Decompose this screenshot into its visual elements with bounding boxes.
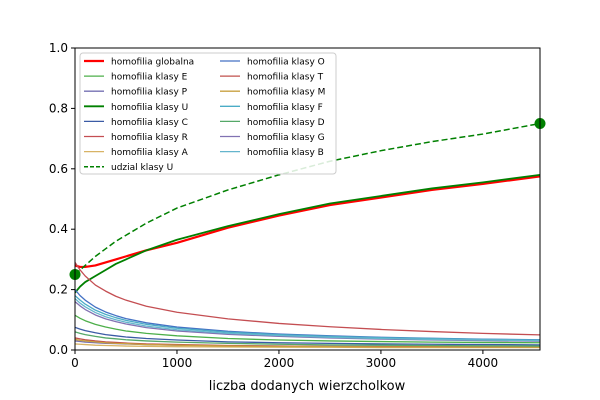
- x-tick-label: 4000: [468, 356, 499, 370]
- x-tick-label: 1000: [162, 356, 193, 370]
- x-axis-label: liczba dodanych wierzcholkow: [209, 379, 406, 394]
- legend-label-udzial-klasy-u: udzial klasy U: [111, 163, 173, 173]
- legend-label-homofilia-globalna: homofilia globalna: [111, 58, 194, 68]
- y-tick-label: 0.8: [49, 101, 68, 115]
- x-tick-label: 0: [71, 356, 79, 370]
- series-line-homofilia-klasy-u: [75, 173, 540, 294]
- series-line-homofilia-klasy-d: [75, 331, 540, 347]
- x-axis: 0 1000 2000 3000 4000: [71, 350, 498, 370]
- plot-area: [75, 122, 540, 349]
- x-tick-label: 3000: [366, 356, 397, 370]
- legend-frame: [79, 52, 337, 175]
- y-tick-label: 0.6: [49, 162, 68, 176]
- legend-label-homofilia-klasy-t: homofilia klasy T: [247, 73, 324, 83]
- y-axis: 0.0 0.2 0.4 0.6 0.8 1.0: [49, 41, 75, 357]
- legend-label-homofilia-klasy-m: homofilia klasy M: [247, 88, 325, 98]
- y-tick-label: 0.4: [49, 222, 68, 236]
- legend-label-homofilia-klasy-g: homofilia klasy G: [247, 133, 325, 143]
- legend-label-homofilia-klasy-u: homofilia klasy U: [111, 103, 188, 113]
- y-tick-label: 1.0: [49, 41, 68, 55]
- legend: homofilia globalna homofilia klasy E homof…: [79, 52, 337, 175]
- legend-label-homofilia-klasy-a: homofilia klasy A: [111, 148, 189, 158]
- series-line-homofilia-klasy-e: [75, 314, 540, 344]
- y-tick-label: 0.0: [49, 343, 68, 357]
- legend-label-homofilia-klasy-c: homofilia klasy C: [111, 118, 188, 128]
- x-tick-label: 2000: [264, 356, 295, 370]
- legend-label-homofilia-klasy-o: homofilia klasy O: [247, 58, 325, 68]
- series-line-homofilia-klasy-r: [75, 262, 540, 336]
- series-line-homofilia-klasy-c: [75, 326, 540, 346]
- y-tick-label: 0.2: [49, 283, 68, 297]
- legend-label-homofilia-klasy-b: homofilia klasy B: [247, 148, 324, 158]
- legend-label-homofilia-klasy-e: homofilia klasy E: [111, 73, 188, 83]
- legend-label-homofilia-klasy-p: homofilia klasy P: [111, 88, 188, 98]
- legend-label-homofilia-klasy-d: homofilia klasy D: [247, 118, 325, 128]
- series-line-homofilia-globalna: [75, 175, 540, 269]
- legend-label-homofilia-klasy-f: homofilia klasy F: [247, 103, 323, 113]
- series-line-homofilia-klasy-m: [75, 338, 540, 348]
- series-line-udzial-klasy-u: [75, 122, 540, 276]
- legend-label-homofilia-klasy-r: homofilia klasy R: [111, 133, 188, 143]
- axes-frame: [74, 47, 541, 351]
- series-line-homofilia-klasy-f: [75, 295, 540, 341]
- series-line-homofilia-klasy-b: [75, 298, 540, 342]
